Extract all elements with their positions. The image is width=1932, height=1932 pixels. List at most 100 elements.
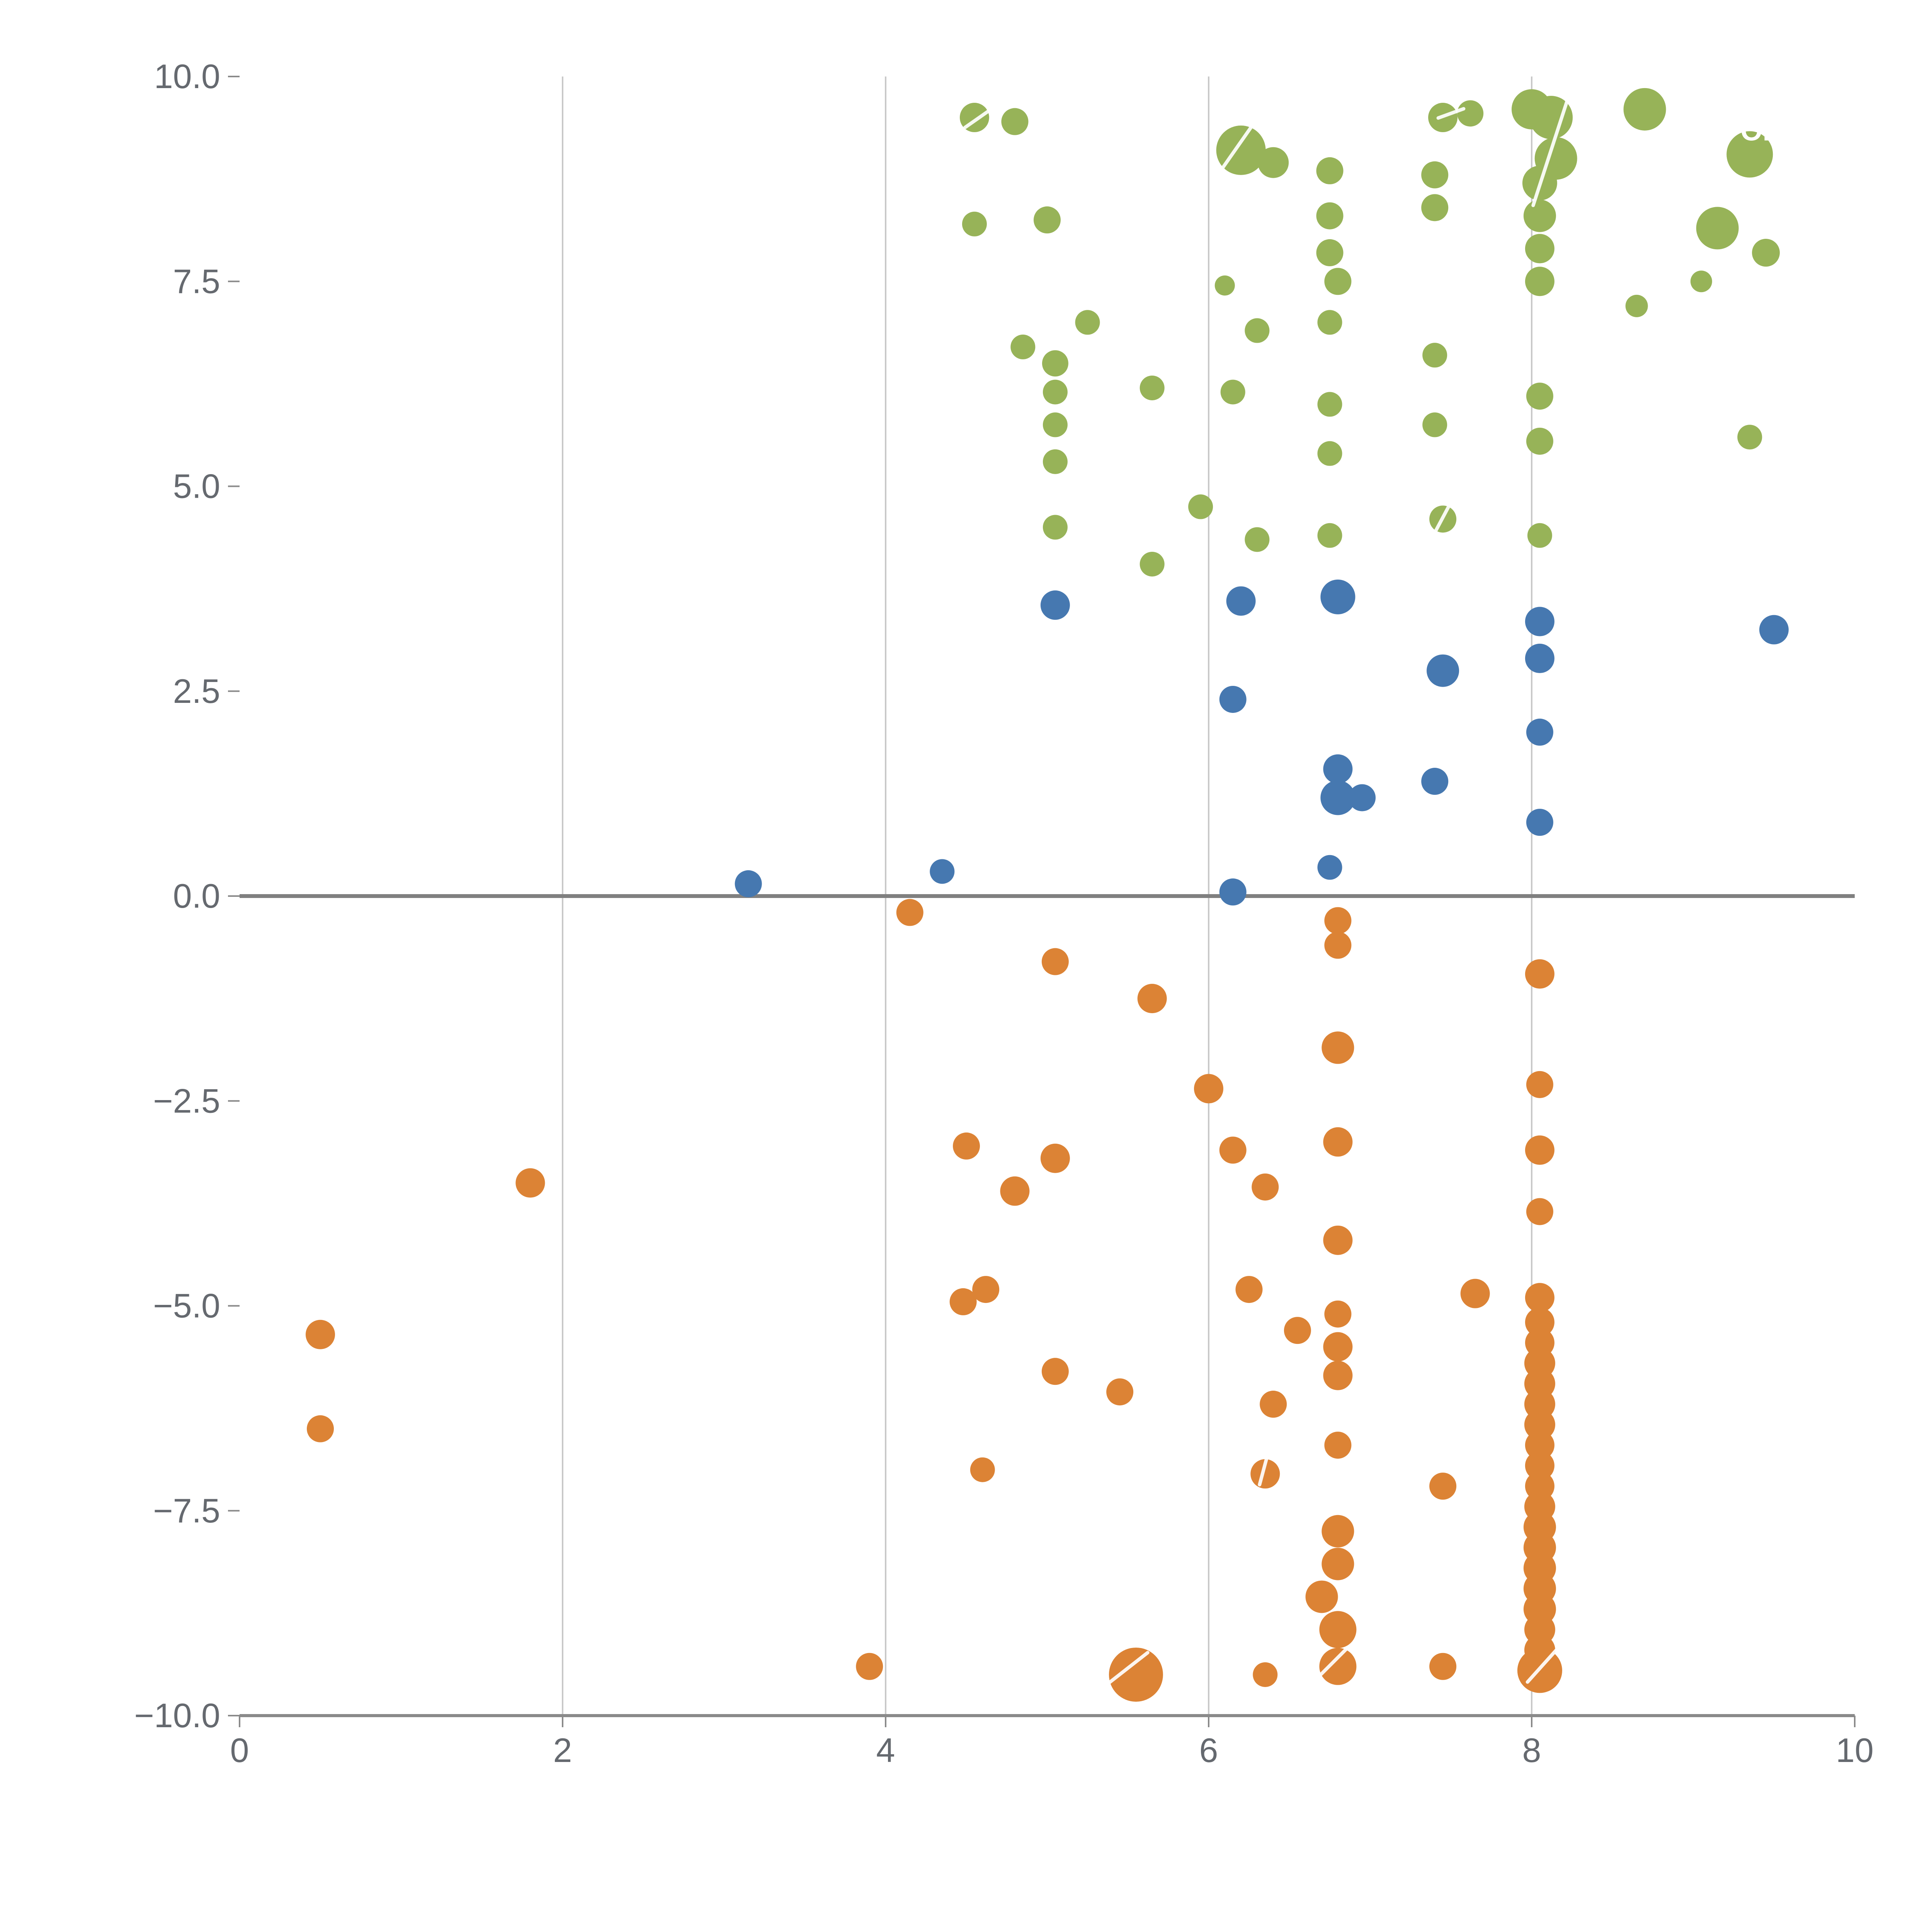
- data-point-green: [1737, 425, 1762, 450]
- data-point-orange: [1040, 1143, 1070, 1173]
- data-point-blue: [1349, 784, 1376, 811]
- data-point-orange: [970, 1457, 995, 1482]
- data-point-green: [1139, 551, 1165, 577]
- white-slash-mark: [1106, 1651, 1150, 1685]
- y-tick-label: −7.5: [153, 1492, 220, 1530]
- data-point-green: [1523, 199, 1556, 232]
- x-tick-label: 10: [1836, 1731, 1874, 1769]
- data-point-green: [1527, 523, 1552, 548]
- data-point-green: [1529, 96, 1573, 139]
- data-point-orange: [1524, 1634, 1555, 1666]
- white-slash-mark: [1526, 1646, 1560, 1684]
- white-slash-mark: [963, 105, 995, 129]
- data-point-green: [1075, 310, 1100, 335]
- data-point-green: [1245, 527, 1270, 552]
- data-point-orange: [1260, 1391, 1287, 1418]
- data-point-green: [1421, 161, 1449, 189]
- data-point-green: [1317, 441, 1342, 466]
- x-tick-label: 0: [230, 1731, 249, 1769]
- data-point-blue: [1526, 718, 1553, 746]
- data-point-green: [1690, 270, 1712, 293]
- data-point-green: [1526, 427, 1553, 455]
- data-point-orange: [1106, 1378, 1134, 1406]
- data-point-green: [1010, 334, 1036, 359]
- data-point-orange: [1323, 1332, 1353, 1362]
- y-tick-label: 7.5: [173, 262, 220, 300]
- data-point-blue: [1759, 615, 1789, 645]
- annotation-text: OP: [1740, 114, 1782, 146]
- data-point-orange: [972, 1276, 1000, 1303]
- data-point-green: [1525, 234, 1554, 264]
- data-point-orange: [1253, 1662, 1278, 1687]
- data-point-orange: [1319, 1611, 1357, 1648]
- data-point-green: [1526, 383, 1553, 410]
- data-point-orange: [1321, 1031, 1354, 1064]
- data-point-green: [1623, 88, 1666, 131]
- data-point-green: [1422, 343, 1447, 368]
- data-point-green: [962, 211, 987, 236]
- data-point-orange: [515, 1168, 545, 1198]
- data-point-orange: [1324, 932, 1352, 959]
- data-point-green: [1216, 125, 1266, 175]
- data-point-blue: [735, 870, 762, 898]
- data-point-orange: [1526, 1071, 1553, 1098]
- data-point-blue: [1226, 586, 1256, 616]
- data-point-green: [1752, 239, 1780, 267]
- data-point-green: [1457, 100, 1484, 127]
- data-point-blue: [1219, 878, 1247, 906]
- x-tick-label: 6: [1199, 1731, 1218, 1769]
- data-point-green: [1220, 379, 1245, 405]
- data-point-green: [1042, 350, 1068, 377]
- data-point-green: [1043, 449, 1068, 474]
- data-point-orange: [1305, 1580, 1338, 1613]
- data-point-orange: [1041, 948, 1069, 975]
- data-point-orange: [1324, 1300, 1352, 1328]
- data-point-green: [1043, 412, 1068, 437]
- data-point-orange: [1524, 1409, 1555, 1440]
- data-point-orange: [1323, 1127, 1353, 1157]
- data-point-orange: [1525, 1430, 1554, 1460]
- data-point-orange: [1250, 1459, 1280, 1489]
- white-slash-mark: [1531, 93, 1571, 207]
- data-point-blue: [1525, 643, 1554, 673]
- data-point-orange: [856, 1653, 883, 1680]
- data-point-green: [1001, 108, 1029, 135]
- data-point-orange: [1460, 1279, 1490, 1308]
- data-point-blue: [1421, 768, 1449, 795]
- data-point-blue: [1526, 809, 1553, 836]
- data-point-green: [1726, 131, 1773, 178]
- data-point-blue: [1320, 579, 1355, 614]
- data-point-orange: [306, 1320, 335, 1349]
- data-point-green: [1188, 494, 1213, 519]
- y-tick-label: 5.0: [173, 467, 220, 505]
- data-point-green: [1139, 375, 1165, 400]
- data-point-orange: [1526, 1198, 1553, 1225]
- data-point-blue: [1040, 590, 1070, 620]
- data-point-orange: [953, 1132, 980, 1160]
- y-tick-label: 2.5: [173, 672, 220, 710]
- data-point-orange: [1525, 959, 1554, 989]
- data-point-orange: [1525, 1283, 1554, 1313]
- data-point-green: [1422, 412, 1447, 437]
- data-point-green: [1316, 157, 1344, 184]
- data-point-blue: [1427, 654, 1459, 687]
- data-point-orange: [949, 1288, 977, 1315]
- data-point-orange: [1324, 1432, 1352, 1459]
- data-point-orange: [896, 899, 923, 926]
- white-slash-mark: [1432, 498, 1454, 536]
- data-point-green: [1525, 267, 1554, 296]
- data-point-orange: [1321, 1548, 1354, 1580]
- y-tick-label: −2.5: [153, 1082, 220, 1120]
- data-point-green: [1625, 294, 1648, 317]
- y-tick-label: 0.0: [173, 877, 220, 915]
- data-point-orange: [307, 1415, 334, 1442]
- data-point-green: [1317, 392, 1342, 417]
- data-point-orange: [1429, 1473, 1457, 1500]
- y-tick-label: −5.0: [153, 1287, 220, 1325]
- data-point-orange: [1252, 1173, 1279, 1201]
- data-point-blue: [1323, 754, 1353, 784]
- data-point-blue: [1320, 780, 1355, 815]
- data-point-orange: [1429, 1653, 1457, 1680]
